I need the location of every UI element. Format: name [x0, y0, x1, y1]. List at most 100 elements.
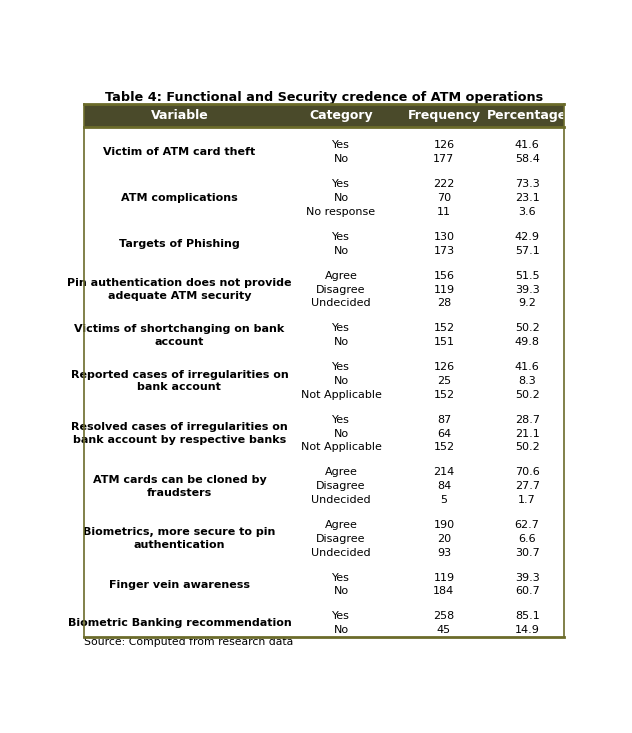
Text: 126: 126 [434, 141, 454, 150]
Text: 87: 87 [437, 415, 451, 424]
Text: 51.5: 51.5 [515, 270, 540, 281]
Text: No: No [334, 193, 349, 203]
Text: Undecided: Undecided [311, 298, 371, 309]
Text: 152: 152 [434, 323, 454, 334]
Text: Frequency: Frequency [408, 109, 480, 122]
Text: 39.3: 39.3 [515, 572, 540, 583]
Text: 151: 151 [434, 337, 454, 347]
Text: 64: 64 [437, 429, 451, 438]
Text: 184: 184 [434, 586, 454, 597]
Text: 119: 119 [434, 572, 454, 583]
Text: 93: 93 [437, 548, 451, 558]
Text: 39.3: 39.3 [515, 284, 540, 295]
Text: Resolved cases of irregularities on
bank account by respective banks: Resolved cases of irregularities on bank… [71, 422, 288, 445]
Text: Table 4: Functional and Security credence of ATM operations: Table 4: Functional and Security credenc… [105, 91, 543, 104]
Text: No: No [334, 586, 349, 597]
Text: 57.1: 57.1 [515, 246, 540, 256]
Text: 258: 258 [434, 611, 454, 622]
Text: 41.6: 41.6 [515, 362, 540, 372]
Text: Targets of Phishing: Targets of Phishing [119, 239, 240, 248]
Text: No: No [334, 429, 349, 438]
Text: Yes: Yes [332, 323, 350, 334]
Text: Yes: Yes [332, 362, 350, 372]
Text: 62.7: 62.7 [514, 520, 540, 530]
Text: Category: Category [309, 109, 373, 122]
Text: 27.7: 27.7 [514, 481, 540, 491]
Text: 5: 5 [441, 495, 447, 505]
Text: 14.9: 14.9 [514, 625, 540, 636]
Text: 73.3: 73.3 [515, 180, 540, 189]
Text: 222: 222 [433, 180, 454, 189]
Text: Victims of shortchanging on bank
account: Victims of shortchanging on bank account [75, 324, 284, 347]
Text: 58.4: 58.4 [514, 155, 540, 164]
Text: No: No [334, 625, 349, 636]
Text: No: No [334, 246, 349, 256]
Text: 190: 190 [434, 520, 454, 530]
Text: 50.2: 50.2 [515, 443, 540, 452]
Text: 214: 214 [434, 468, 454, 477]
Text: Not Applicable: Not Applicable [301, 390, 382, 399]
Text: ATM cards can be cloned by
fraudsters: ATM cards can be cloned by fraudsters [92, 475, 266, 498]
Text: 84: 84 [437, 481, 451, 491]
Text: 50.2: 50.2 [515, 390, 540, 399]
Text: 28.7: 28.7 [514, 415, 540, 424]
Text: 9.2: 9.2 [518, 298, 536, 309]
Text: 3.6: 3.6 [518, 207, 536, 217]
Text: ATM complications: ATM complications [121, 193, 238, 203]
Text: Agree: Agree [325, 520, 358, 530]
Bar [84, 104, 564, 128]
Text: 21.1: 21.1 [515, 429, 540, 438]
Text: 6.6: 6.6 [518, 534, 536, 544]
Text: 20: 20 [437, 534, 451, 544]
Text: 50.2: 50.2 [515, 323, 540, 334]
Text: 70.6: 70.6 [515, 468, 540, 477]
Text: 177: 177 [434, 155, 454, 164]
Text: No response: No response [307, 207, 375, 217]
Text: Disagree: Disagree [316, 534, 366, 544]
Text: Yes: Yes [332, 232, 350, 242]
Text: Biometric Banking recommendation: Biometric Banking recommendation [68, 618, 291, 628]
Text: 126: 126 [434, 362, 454, 372]
Text: 41.6: 41.6 [515, 141, 540, 150]
Text: 45: 45 [437, 625, 451, 636]
Text: Disagree: Disagree [316, 481, 366, 491]
Text: 60.7: 60.7 [515, 586, 540, 597]
Text: Not Applicable: Not Applicable [301, 443, 382, 452]
Text: Pin authentication does not provide
adequate ATM security: Pin authentication does not provide adeq… [67, 278, 291, 301]
Text: Percentage: Percentage [487, 109, 568, 122]
Text: No: No [334, 155, 349, 164]
Text: Yes: Yes [332, 611, 350, 622]
Text: 1.7: 1.7 [518, 495, 536, 505]
Text: 152: 152 [434, 443, 454, 452]
Text: 152: 152 [434, 390, 454, 399]
Text: No: No [334, 337, 349, 347]
Text: Agree: Agree [325, 270, 358, 281]
Text: 119: 119 [434, 284, 454, 295]
Text: 85.1: 85.1 [515, 611, 540, 622]
Text: 42.9: 42.9 [514, 232, 540, 242]
Text: Agree: Agree [325, 468, 358, 477]
Text: 130: 130 [434, 232, 454, 242]
Text: Victim of ATM card theft: Victim of ATM card theft [103, 147, 255, 158]
Text: Undecided: Undecided [311, 495, 371, 505]
Text: Biometrics, more secure to pin
authentication: Biometrics, more secure to pin authentic… [83, 528, 276, 550]
Text: No: No [334, 376, 349, 386]
Text: 156: 156 [434, 270, 454, 281]
Text: Finger vein awareness: Finger vein awareness [109, 580, 250, 589]
Text: Reported cases of irregularities on
bank account: Reported cases of irregularities on bank… [71, 369, 288, 392]
Text: Yes: Yes [332, 141, 350, 150]
Text: 8.3: 8.3 [518, 376, 536, 386]
Text: 11: 11 [437, 207, 451, 217]
Text: 173: 173 [434, 246, 454, 256]
Text: 25: 25 [437, 376, 451, 386]
Text: Yes: Yes [332, 572, 350, 583]
Text: Yes: Yes [332, 180, 350, 189]
Text: Disagree: Disagree [316, 284, 366, 295]
Text: Variable: Variable [150, 109, 209, 122]
Text: 23.1: 23.1 [515, 193, 540, 203]
Text: 30.7: 30.7 [515, 548, 540, 558]
Text: Undecided: Undecided [311, 548, 371, 558]
Text: Yes: Yes [332, 415, 350, 424]
Text: 28: 28 [437, 298, 451, 309]
Text: Source: Computed from research data: Source: Computed from research data [84, 637, 293, 647]
